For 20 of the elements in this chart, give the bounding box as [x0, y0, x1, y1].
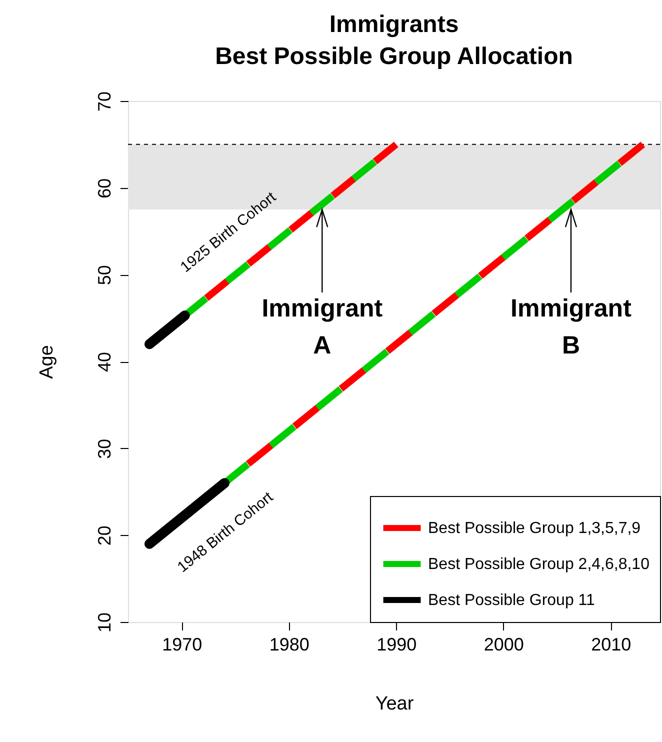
annotation: Immigrant A: [262, 294, 384, 360]
x-axis-title: Year: [375, 694, 414, 714]
legend-label: Best Possible Group 11: [428, 592, 596, 609]
y-axis-title: Age: [36, 345, 58, 379]
y-tick-label: 30: [94, 438, 114, 459]
x-tick-label: 1970: [162, 634, 202, 654]
y-tick-label: 50: [94, 265, 114, 286]
y-tick-label: 60: [94, 178, 114, 198]
x-tick-label: 1980: [269, 634, 310, 654]
chart-title: Immigrants Best Possible Group Allocation: [215, 10, 573, 70]
y-tick-label: 10: [94, 612, 114, 633]
x-tick-label: 2010: [591, 634, 632, 654]
x-tick-label: 1990: [376, 634, 417, 654]
x-tick-label: 2000: [484, 634, 524, 654]
y-tick-label: 40: [94, 352, 114, 372]
legend-label: Best Possible Group 2,4,6,8,10: [428, 556, 650, 573]
y-tick-label: 20: [94, 526, 114, 546]
y-tick-label: 70: [94, 91, 114, 112]
legend-label: Best Possible Group 1,3,5,7,9: [428, 520, 641, 537]
annotation: Immigrant B: [510, 294, 632, 360]
